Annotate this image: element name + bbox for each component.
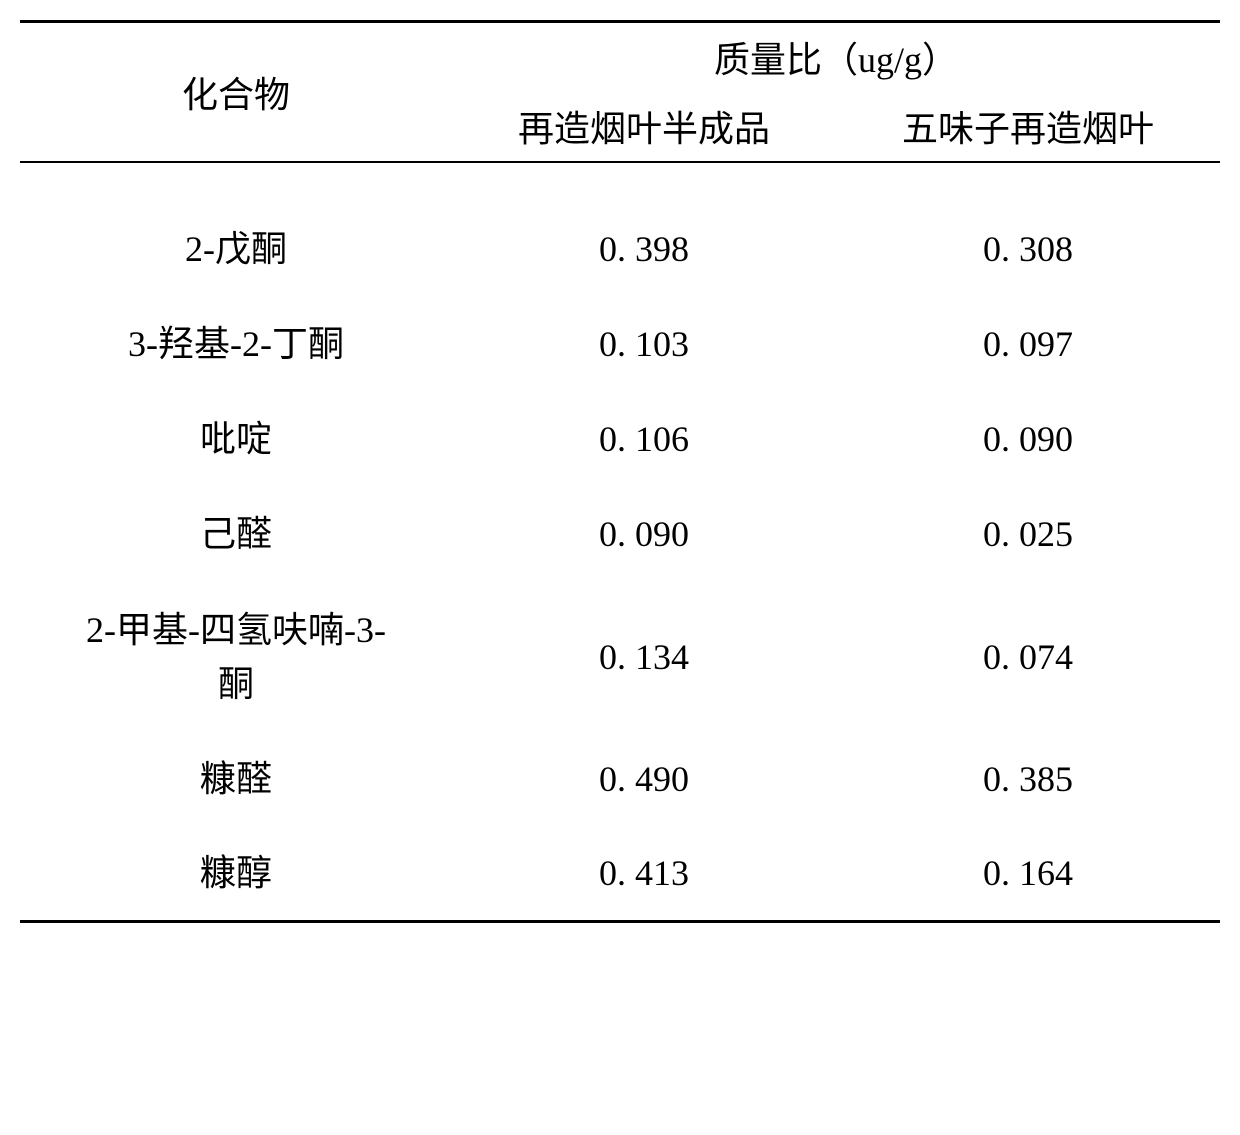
value-col1-cell: 0. 413 [452, 827, 836, 922]
spacer-row [20, 162, 1220, 202]
compound-name-cell: 糠醇 [20, 827, 452, 922]
compound-name-cell: 3-羟基-2-丁酮 [20, 297, 452, 392]
value-col1-cell: 0. 134 [452, 582, 836, 732]
value-col2-cell: 0. 164 [836, 827, 1220, 922]
sub-header-col2: 五味子再造烟叶 [836, 92, 1220, 162]
table-row: 2-甲基-四氢呋喃-3-酮0. 1340. 074 [20, 582, 1220, 732]
table-body: 2-戊酮0. 3980. 3083-羟基-2-丁酮0. 1030. 097吡啶0… [20, 162, 1220, 922]
table-row: 2-戊酮0. 3980. 308 [20, 202, 1220, 297]
compound-name-cell: 己醛 [20, 487, 452, 582]
value-col1-cell: 0. 106 [452, 392, 836, 487]
data-table-container: 化合物 质量比（ug/g） 再造烟叶半成品 五味子再造烟叶 2-戊酮0. 398… [20, 20, 1220, 923]
value-col1-cell: 0. 090 [452, 487, 836, 582]
value-col1-cell: 0. 490 [452, 732, 836, 827]
value-col2-cell: 0. 308 [836, 202, 1220, 297]
header-row-1: 化合物 质量比（ug/g） [20, 22, 1220, 92]
table-row: 吡啶0. 1060. 090 [20, 392, 1220, 487]
compound-name-cell: 2-戊酮 [20, 202, 452, 297]
compound-column-header: 化合物 [20, 22, 452, 162]
value-col2-cell: 0. 025 [836, 487, 1220, 582]
table-row: 糠醇0. 4130. 164 [20, 827, 1220, 922]
table-row: 己醛0. 0900. 025 [20, 487, 1220, 582]
value-col2-cell: 0. 074 [836, 582, 1220, 732]
table-header: 化合物 质量比（ug/g） 再造烟叶半成品 五味子再造烟叶 [20, 22, 1220, 162]
compound-name-cell: 2-甲基-四氢呋喃-3-酮 [20, 582, 452, 732]
table-row: 3-羟基-2-丁酮0. 1030. 097 [20, 297, 1220, 392]
compound-data-table: 化合物 质量比（ug/g） 再造烟叶半成品 五味子再造烟叶 2-戊酮0. 398… [20, 20, 1220, 923]
group-column-header: 质量比（ug/g） [452, 22, 1220, 92]
value-col1-cell: 0. 103 [452, 297, 836, 392]
sub-header-col1: 再造烟叶半成品 [452, 92, 836, 162]
value-col2-cell: 0. 090 [836, 392, 1220, 487]
compound-name-cell: 糠醛 [20, 732, 452, 827]
table-row: 糠醛0. 4900. 385 [20, 732, 1220, 827]
value-col2-cell: 0. 097 [836, 297, 1220, 392]
value-col1-cell: 0. 398 [452, 202, 836, 297]
value-col2-cell: 0. 385 [836, 732, 1220, 827]
compound-name-cell: 吡啶 [20, 392, 452, 487]
